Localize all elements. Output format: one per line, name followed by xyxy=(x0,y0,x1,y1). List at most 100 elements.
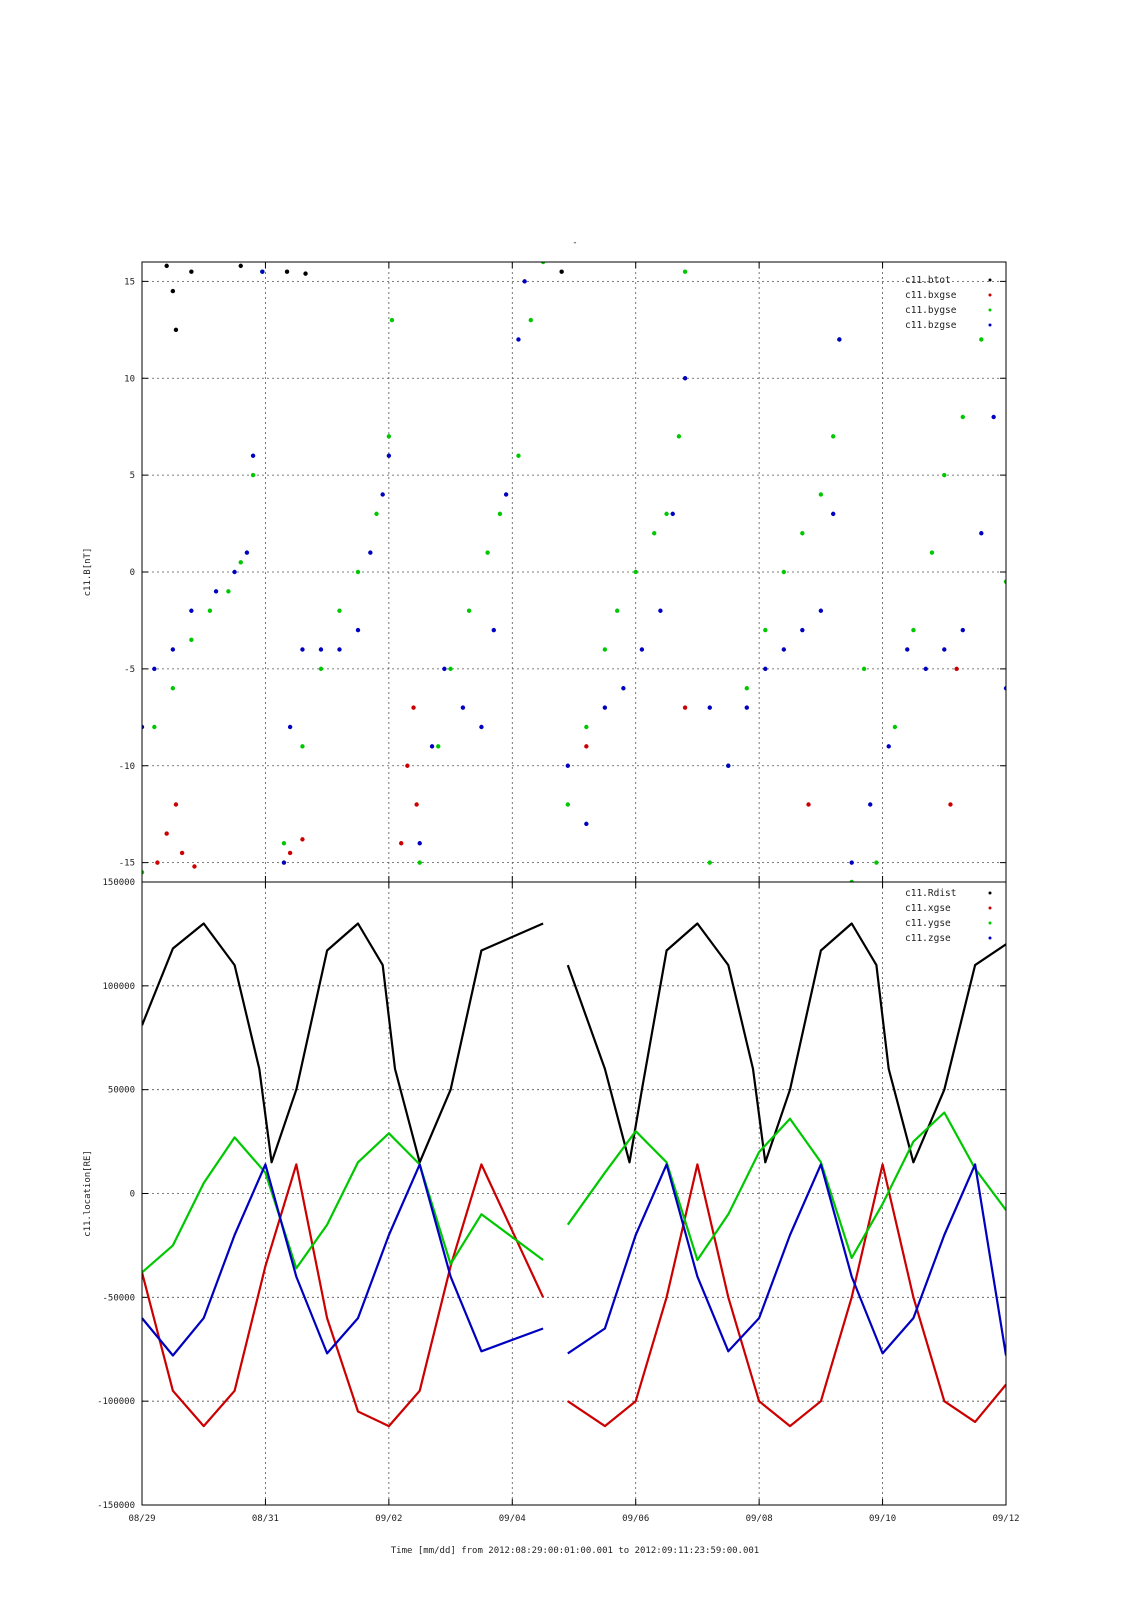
series-line xyxy=(142,1163,544,1357)
x-tick-label: 09/12 xyxy=(992,1514,1019,1524)
y-axis-label: c11.B[nT] xyxy=(83,548,93,597)
data-point xyxy=(281,841,287,846)
data-point xyxy=(763,666,768,672)
y-tick-label: -5 xyxy=(124,665,135,675)
data-point xyxy=(497,511,503,517)
data-point xyxy=(584,744,589,749)
data-point xyxy=(837,337,842,342)
data-point xyxy=(318,647,324,652)
y-tick-label: -10 xyxy=(119,762,135,772)
data-point xyxy=(615,608,620,613)
x-tick-label: 09/08 xyxy=(746,1514,773,1524)
data-point xyxy=(503,492,509,497)
data-point xyxy=(399,841,404,846)
data-point xyxy=(682,376,688,381)
data-point xyxy=(960,627,965,633)
data-point xyxy=(405,763,410,768)
data-point xyxy=(303,271,308,276)
data-point xyxy=(207,608,213,613)
data-point xyxy=(179,850,185,856)
data-point xyxy=(942,472,947,478)
data-point xyxy=(337,647,342,652)
y-tick-label: -15 xyxy=(119,859,135,869)
data-point xyxy=(911,627,916,633)
data-point xyxy=(318,666,324,672)
legend-marker xyxy=(988,293,992,297)
data-point xyxy=(442,666,447,672)
x-tick-label: 08/31 xyxy=(252,1514,279,1524)
y-tick-label: -150000 xyxy=(97,1501,135,1511)
series-line xyxy=(567,1163,1006,1428)
legend-label: c11.btot xyxy=(905,275,951,286)
data-point xyxy=(516,453,521,458)
data-point xyxy=(818,492,824,497)
y-tick-label: 50000 xyxy=(108,1086,135,1096)
data-point xyxy=(436,744,441,749)
data-point xyxy=(682,269,688,274)
data-point xyxy=(676,434,682,439)
data-point xyxy=(414,802,419,807)
data-point xyxy=(300,837,305,842)
data-point xyxy=(244,550,250,555)
data-point xyxy=(485,550,490,555)
x-tick-label: 09/10 xyxy=(869,1514,896,1524)
data-point xyxy=(886,744,891,749)
data-point xyxy=(189,637,194,643)
data-point xyxy=(800,627,805,633)
data-point xyxy=(448,666,453,672)
series-line xyxy=(142,1163,545,1428)
legend-marker xyxy=(988,891,992,895)
x-tick-label: 09/06 xyxy=(622,1514,649,1524)
legend-label: c11.bxgse xyxy=(905,290,957,301)
data-point xyxy=(954,666,959,672)
data-point xyxy=(429,744,435,749)
legend-label: c11.xgse xyxy=(905,903,951,914)
data-point xyxy=(744,705,749,710)
data-point xyxy=(540,262,546,265)
y-axis-label: c11.location[RE] xyxy=(83,1150,93,1237)
data-point xyxy=(658,608,663,613)
data-point xyxy=(417,841,422,846)
data-point xyxy=(726,763,731,768)
data-point xyxy=(250,472,256,478)
data-point xyxy=(849,879,854,882)
data-point xyxy=(652,531,657,536)
data-point xyxy=(831,511,836,517)
data-point xyxy=(152,724,157,730)
y-tick-label: 150000 xyxy=(102,878,135,888)
data-point xyxy=(868,802,873,807)
data-point xyxy=(232,569,237,575)
legend-label: c11.zgse xyxy=(905,933,951,944)
data-point xyxy=(923,666,928,672)
data-point xyxy=(491,627,496,633)
plot-frame xyxy=(141,881,1007,1506)
data-point xyxy=(337,608,342,613)
x-tick-label: 09/02 xyxy=(375,1514,402,1524)
data-point xyxy=(287,850,293,856)
data-point xyxy=(979,337,984,342)
data-point xyxy=(602,647,608,652)
data-point xyxy=(460,705,466,710)
legend-marker xyxy=(988,278,992,282)
y-tick-label: -50000 xyxy=(102,1293,135,1303)
y-tick-label: 0 xyxy=(130,1190,135,1200)
data-point xyxy=(466,608,472,613)
data-point xyxy=(164,263,169,269)
legend-label: c11.bygse xyxy=(905,305,957,316)
data-point xyxy=(164,831,169,836)
data-point xyxy=(522,279,527,284)
data-point xyxy=(1003,686,1006,691)
series-line xyxy=(567,1163,1006,1356)
figure-title: - xyxy=(572,238,577,248)
data-point xyxy=(281,860,287,865)
legend-label: c11.bzgse xyxy=(905,320,957,331)
data-point xyxy=(170,647,176,652)
legend-marker xyxy=(988,921,992,925)
data-point xyxy=(170,288,176,294)
data-point xyxy=(800,531,805,536)
data-point xyxy=(284,269,290,274)
data-point xyxy=(287,724,293,730)
data-point xyxy=(781,647,787,652)
data-point xyxy=(192,864,197,869)
